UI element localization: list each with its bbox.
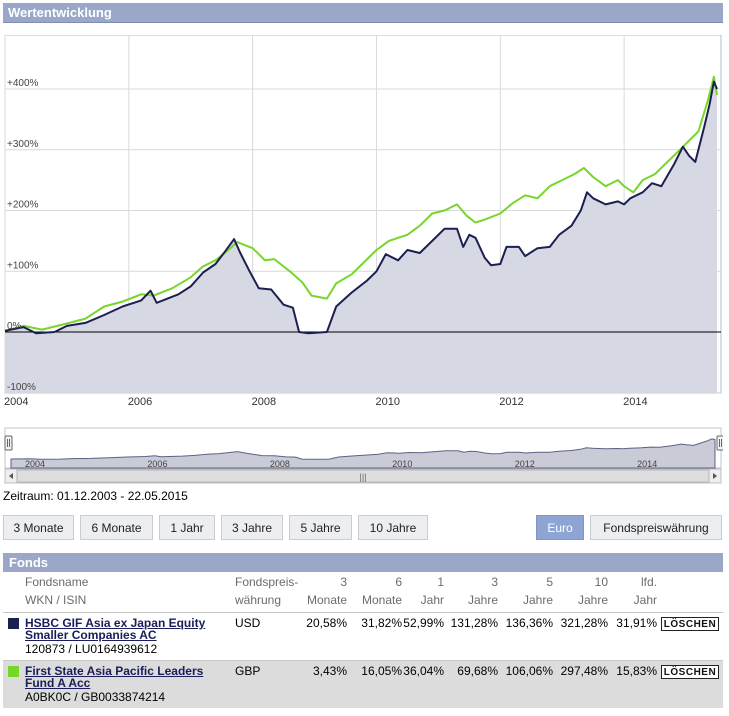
col-period-bottom: Jahre (467, 593, 498, 607)
fund-return-value: 36,04% (403, 664, 444, 678)
range-button-5y[interactable]: 5 Jahre (289, 515, 352, 540)
range-button-3m[interactable]: 3 Monate (3, 515, 74, 540)
navigator-label: 2014 (637, 459, 657, 469)
fund-return-value: 31,82% (361, 616, 402, 630)
x-tick-label: 2010 (375, 396, 399, 408)
fund-return-value: 131,28% (450, 616, 498, 630)
fund-name-link[interactable]: First State Asia Pacific Leaders Fund A A… (25, 664, 204, 690)
chart-area[interactable]: +400% +300% +200% +100% 0% -100% 2004 2006 2008 2… (3, 34, 725, 485)
col-fondsname: Fondsname (25, 575, 89, 589)
range-button-10y[interactable]: 10 Jahre (358, 515, 428, 540)
x-tick-label: 2004 (4, 396, 28, 408)
x-tick-label: 2014 (623, 396, 647, 408)
fund-return-value: 321,28% (560, 616, 608, 630)
y-tick-label: +400% (7, 78, 39, 89)
fund-return-value: 20,58% (306, 616, 347, 630)
scrollbar-thumb[interactable] (16, 469, 710, 483)
x-tick-label: 2008 (252, 396, 276, 408)
col-period-top: lfd. (640, 575, 657, 589)
fund-return-value: 106,06% (505, 664, 553, 678)
navigator-label: 2010 (392, 459, 412, 469)
y-tick-label: +200% (7, 200, 39, 211)
col-period-bottom: Monate (306, 593, 347, 607)
col-period-top: 3 (340, 575, 347, 589)
y-tick-label: +300% (7, 139, 39, 150)
scrollbar-grip-icon[interactable]: ||| (359, 472, 366, 482)
col-period-bottom: Jahre (522, 593, 553, 607)
navigator-label: 2004 (25, 459, 45, 469)
series-area-fill (5, 81, 717, 393)
scroll-right-icon[interactable] (713, 473, 717, 479)
fund-name-link[interactable]: HSBC GIF Asia ex Japan Equity Smaller Com… (25, 616, 206, 642)
currency-fund-button[interactable]: Fondspreiswährung (590, 515, 722, 540)
performance-chart[interactable]: +400% +300% +200% +100% 0% -100% 2004 2006 2008 2… (3, 34, 725, 485)
panel-title: Wertentwicklung (8, 5, 112, 20)
period-text: Zeitraum: 01.12.2003 - 22.05.2015 (3, 489, 188, 503)
col-wkn-isin: WKN / ISIN (25, 593, 87, 607)
delete-button[interactable]: LÖSCHEN (661, 665, 719, 679)
col-period-top: 6 (395, 575, 402, 589)
fund-return-value: 3,43% (312, 664, 347, 678)
range-button-1y[interactable]: 1 Jahr (159, 515, 215, 540)
currency-euro-button[interactable]: Euro (536, 515, 584, 540)
fund-currency: GBP (235, 664, 261, 678)
navigator-label: 2012 (515, 459, 535, 469)
fund-color-swatch (8, 618, 19, 629)
navigator-label: 2006 (147, 459, 167, 469)
y-tick-label: -100% (7, 382, 36, 393)
col-currency-bottom: währung (235, 593, 282, 607)
col-period-bottom: Monate (361, 593, 402, 607)
fund-return-value: 15,83% (616, 664, 657, 678)
y-tick-label: 0% (7, 321, 22, 332)
navigator-label: 2008 (270, 459, 290, 469)
series-line[interactable] (4, 80, 718, 335)
fund-row: First State Asia Pacific Leaders Fund A A… (3, 660, 723, 708)
delete-button[interactable]: LÖSCHEN (661, 617, 719, 631)
fonds-header: Fonds (3, 553, 723, 572)
panel-header: Wertentwicklung (3, 3, 723, 23)
fund-return-value: 69,68% (457, 664, 498, 678)
scroll-left-icon[interactable] (9, 473, 13, 479)
range-button-3y[interactable]: 3 Jahre (221, 515, 283, 540)
navigator-handle-left[interactable] (4, 435, 13, 451)
fund-ids: A0BK0C / GB0033874214 (25, 690, 166, 704)
col-period-bottom: Jahr (633, 593, 657, 607)
col-period-bottom: Jahre (577, 593, 608, 607)
fund-return-value: 31,91% (616, 616, 657, 630)
fund-return-value: 136,36% (505, 616, 553, 630)
x-tick-label: 2006 (128, 396, 152, 408)
x-tick-label: 2012 (499, 396, 523, 408)
fund-row: HSBC GIF Asia ex Japan Equity Smaller Com… (3, 612, 723, 659)
fund-return-value: 52,99% (403, 616, 444, 630)
fonds-title: Fonds (9, 555, 48, 570)
col-currency-top: Fondspreis- (235, 575, 299, 589)
col-period-top: 3 (491, 575, 498, 589)
col-period-top: 1 (437, 575, 444, 589)
y-tick-label: +100% (7, 260, 39, 271)
col-period-top: 10 (594, 575, 608, 589)
navigator-series (10, 438, 716, 469)
series-line[interactable] (4, 75, 718, 332)
fund-return-value: 16,05% (361, 664, 402, 678)
fund-color-swatch (8, 666, 19, 677)
col-period-top: 5 (546, 575, 553, 589)
fund-currency: USD (235, 616, 261, 630)
fund-return-value: 297,48% (560, 664, 608, 678)
range-button-6m[interactable]: 6 Monate (80, 515, 153, 540)
fund-ids: 120873 / LU0164939612 (25, 642, 158, 656)
col-period-bottom: Jahr (420, 593, 444, 607)
